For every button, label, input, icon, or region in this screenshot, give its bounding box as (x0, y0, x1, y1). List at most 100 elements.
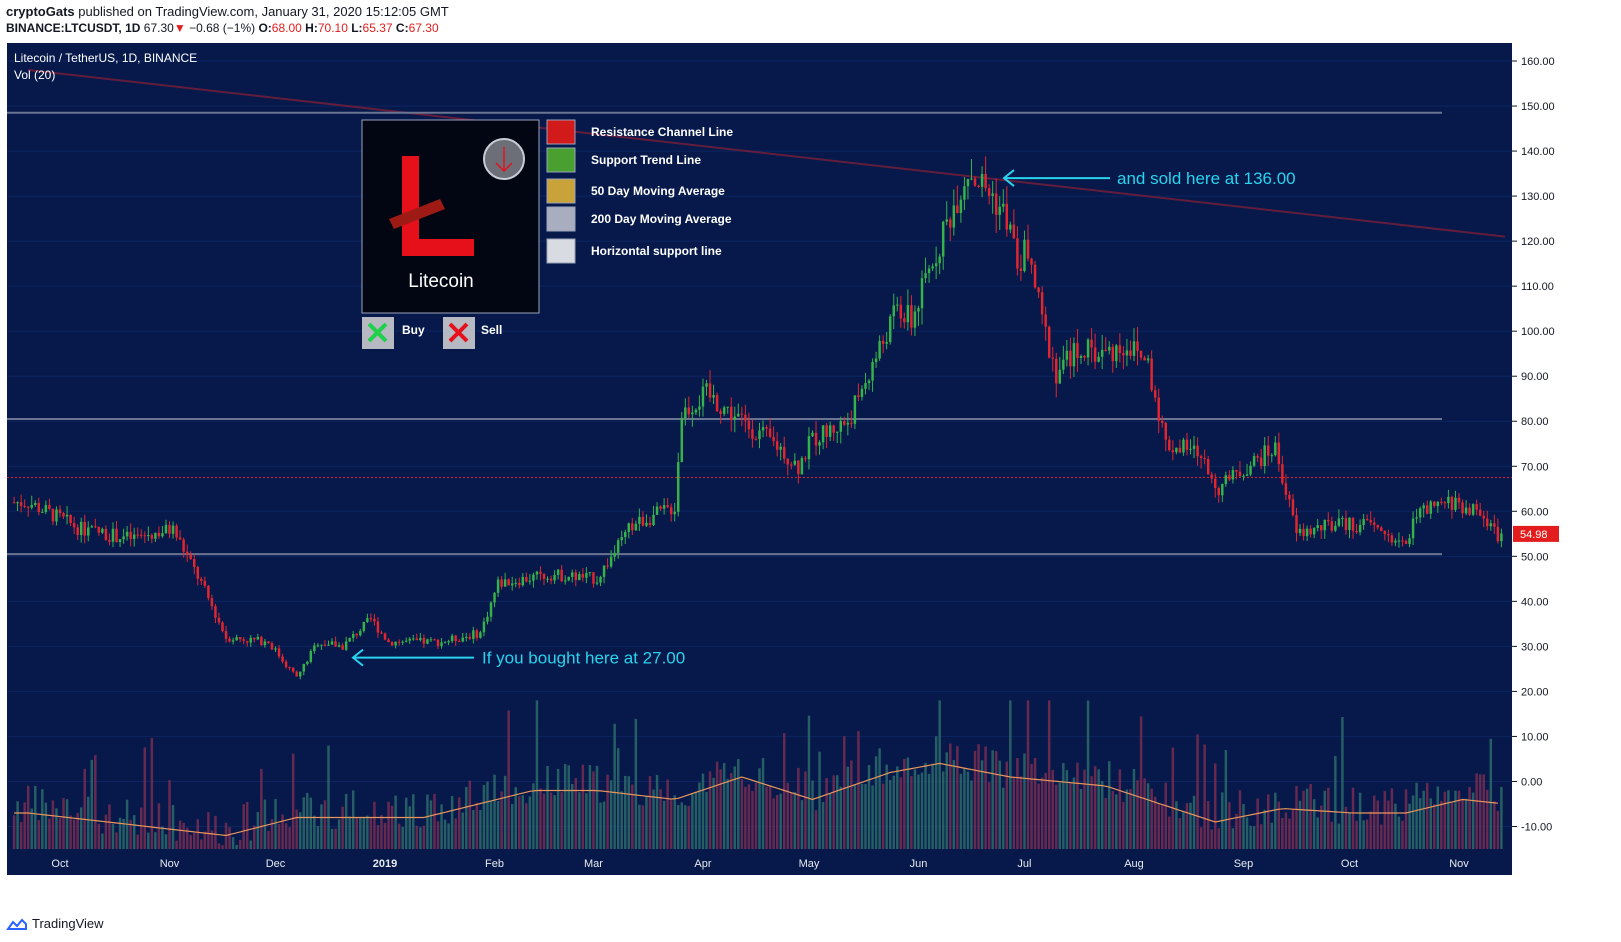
candle-body (1132, 341, 1136, 356)
candle-body (115, 528, 118, 542)
volume-bar (97, 823, 101, 849)
volume-bar (132, 815, 136, 849)
volume-bar (253, 825, 256, 849)
candle-body (408, 638, 411, 641)
price-chart[interactable]: 160.00 150.00 140.00 130.00 120.00 110.00 100.… (0, 43, 1621, 910)
volume-bar (1115, 794, 1118, 849)
volume-bar (956, 746, 959, 849)
volume-bar (797, 767, 800, 849)
volume-bar (1422, 790, 1425, 849)
candle-body (461, 637, 464, 642)
candle-body (1129, 350, 1132, 356)
volume-bar (1327, 787, 1330, 849)
candle-body (1482, 515, 1485, 519)
author-name[interactable]: cryptoGats (6, 4, 75, 19)
volume-bar (1012, 777, 1016, 849)
legend-item-label: Horizontal support line (591, 244, 722, 258)
volume-bar (1252, 826, 1256, 849)
candle-body (835, 431, 839, 433)
price-axis-label: 150.00 (1521, 101, 1555, 113)
volume-bar (1040, 777, 1044, 849)
candle-body (1295, 515, 1298, 534)
candle-body (359, 630, 362, 636)
candle-body (412, 638, 415, 640)
candle-body (104, 528, 108, 540)
candle-body (1235, 470, 1238, 472)
volume-bar (104, 814, 108, 849)
legend-swatch (546, 206, 576, 232)
candle-body (913, 311, 917, 328)
footer-brand[interactable]: TradingView (32, 916, 104, 931)
candle-body (1383, 531, 1387, 535)
candle-body (316, 645, 320, 647)
volume-bar (843, 736, 846, 849)
volume-bar (602, 801, 606, 849)
volume-bar (320, 804, 323, 849)
volume-bar (284, 823, 288, 849)
candle-body (1256, 456, 1259, 458)
volume-bar (306, 792, 309, 849)
volume-bar (465, 786, 468, 849)
buy-label: Buy (402, 323, 425, 337)
volume-bar (701, 773, 705, 849)
candle-body (744, 414, 747, 421)
candle-body (1468, 507, 1471, 515)
candle-body (1005, 203, 1009, 230)
candle-body (1440, 501, 1443, 503)
volume-bar (1108, 761, 1111, 849)
volume-bar (917, 774, 920, 849)
candle-body (987, 188, 991, 196)
volume-bar (525, 803, 528, 849)
volume-bar (913, 769, 917, 849)
volume-bar (1228, 802, 1231, 849)
volume-bar (687, 806, 691, 849)
volume-bar (461, 812, 464, 849)
ohlc-bar: BINANCE:LTCUSDT, 1D 67.30▼ −0.68 (−1%) O… (6, 21, 439, 35)
volume-bar (182, 822, 185, 849)
candle-body (726, 406, 729, 408)
candle-body (963, 186, 966, 200)
candle-body (376, 621, 380, 633)
candle-body (147, 535, 150, 537)
candle-body (620, 537, 623, 541)
candle-body (281, 656, 284, 662)
candle-body (917, 308, 920, 312)
candle-body (101, 528, 104, 533)
candle-body (1319, 525, 1323, 531)
price-axis-label: 80.00 (1521, 416, 1549, 428)
candle-body (1323, 519, 1326, 531)
candle-body (1274, 442, 1277, 456)
candle-body (694, 409, 698, 413)
volume-bar (878, 748, 881, 849)
volume-bar (694, 791, 698, 849)
volume-bar (571, 784, 574, 849)
current-price-label: 54.98 (1520, 529, 1548, 541)
volume-bar (1482, 774, 1485, 849)
volume-bar (447, 823, 450, 849)
candle-body (899, 304, 903, 319)
candle-body (210, 598, 214, 607)
candle-body (775, 441, 779, 450)
volume-bar (532, 783, 535, 849)
candle-body (58, 509, 62, 514)
candle-body (1277, 442, 1281, 465)
volume-bar (1337, 823, 1341, 849)
volume-bar (595, 765, 599, 849)
price-axis-label: 60.00 (1521, 506, 1549, 518)
candle-body (450, 635, 454, 642)
volume-bar (12, 815, 16, 849)
candle-body (482, 621, 486, 633)
volume-bar (1118, 769, 1122, 849)
volume-bar (1185, 803, 1189, 849)
candle-body (1252, 456, 1256, 466)
candle-body (754, 438, 758, 440)
candle-body (1358, 524, 1362, 533)
candle-body (567, 576, 570, 581)
candle-body (298, 671, 302, 677)
volume-bar (744, 786, 747, 849)
candle-body (277, 648, 281, 657)
candle-body (786, 458, 789, 465)
low-value: 65.37 (362, 21, 393, 35)
volume-bar (567, 765, 570, 849)
volume-bar (705, 791, 708, 849)
